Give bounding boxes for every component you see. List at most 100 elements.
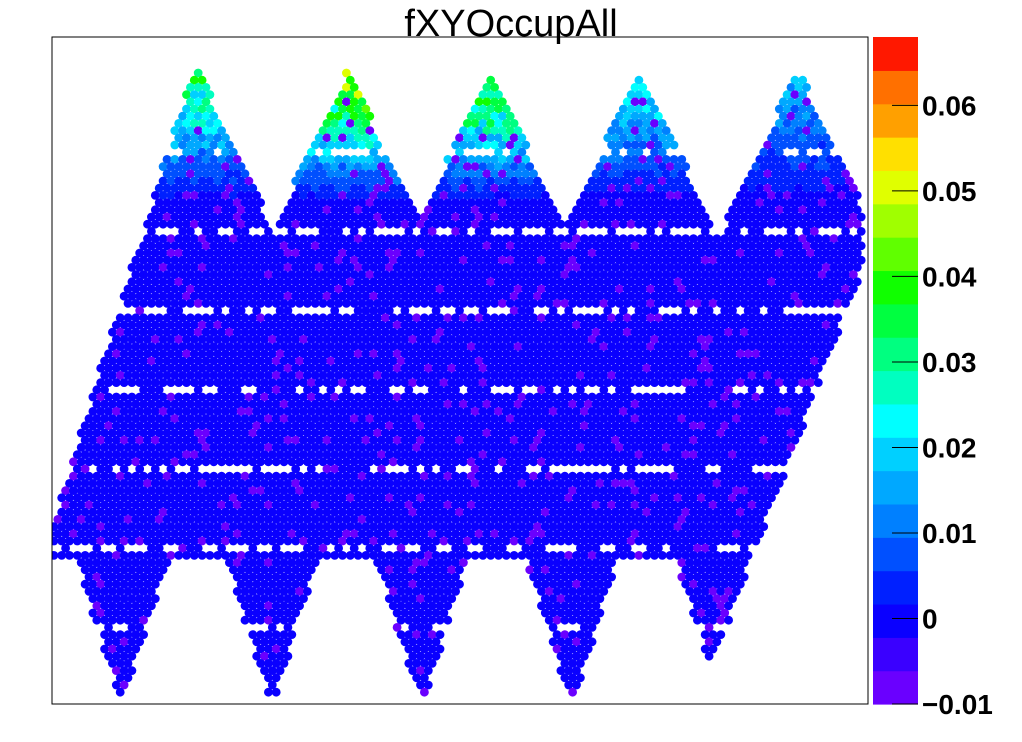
detector-pad — [236, 493, 246, 503]
detector-pad — [357, 529, 367, 539]
detector-pad — [447, 335, 457, 344]
detector-pad — [373, 198, 382, 208]
detector-pad — [248, 241, 258, 251]
detector-pad — [634, 147, 644, 157]
detector-pad — [404, 500, 414, 510]
detector-pad — [615, 299, 624, 308]
detector-pad — [338, 551, 347, 560]
detector-pad — [455, 493, 464, 503]
detector-pad — [505, 111, 515, 121]
detector-pad — [626, 435, 636, 445]
detector-pad — [669, 327, 679, 337]
detector-pad — [763, 500, 772, 510]
detector-pad — [673, 479, 683, 488]
detector-pad — [108, 515, 117, 524]
detector-pad — [186, 299, 195, 308]
detector-pad — [318, 428, 328, 438]
detector-pad — [353, 335, 363, 344]
detector-pad — [498, 111, 507, 121]
detector-pad — [771, 270, 780, 279]
detector-pad — [673, 363, 683, 373]
detector-pad — [626, 162, 636, 172]
detector-pad — [143, 407, 152, 416]
detector-pad — [603, 392, 613, 402]
detector-pad — [618, 277, 628, 287]
detector-pad — [147, 284, 156, 294]
detector-pad — [396, 183, 406, 193]
detector-pad — [607, 428, 616, 438]
detector-pad — [622, 327, 632, 337]
detector-pad — [564, 349, 574, 359]
detector-pad — [482, 486, 492, 495]
detector-pad — [264, 529, 273, 539]
detector-pad — [435, 255, 445, 265]
detector-pad — [189, 464, 199, 474]
detector-pad — [139, 371, 149, 380]
detector-pad — [810, 342, 819, 351]
detector-pad — [759, 234, 769, 244]
detector-pad — [618, 479, 628, 488]
detector-pad — [728, 363, 737, 373]
detector-pad — [615, 356, 624, 366]
detector-pad — [447, 421, 457, 431]
detector-pad — [790, 392, 800, 402]
detector-pad — [451, 543, 460, 553]
detector-pad — [287, 385, 297, 395]
detector-pad — [552, 342, 562, 351]
detector-pad — [158, 450, 168, 459]
detector-pad — [486, 507, 496, 517]
detector-pad — [529, 299, 538, 308]
detector-pad — [365, 212, 375, 222]
detector-pad — [517, 133, 527, 143]
detector-pad — [283, 349, 293, 359]
detector-pad — [587, 349, 597, 359]
detector-pad — [447, 392, 457, 402]
detector-pad — [193, 486, 203, 495]
detector-pad — [400, 421, 410, 431]
detector-pad — [720, 349, 730, 359]
detector-pad — [330, 320, 340, 330]
detector-pad — [665, 219, 675, 229]
detector-pad — [427, 500, 437, 510]
detector-pad — [217, 313, 227, 323]
detector-pad — [373, 169, 382, 179]
detector-pad — [654, 486, 663, 495]
detector-pad — [478, 119, 488, 128]
detector-pad — [127, 435, 137, 445]
detector-pad — [661, 140, 671, 150]
detector-pad — [252, 205, 262, 215]
detector-pad — [189, 133, 199, 143]
detector-pad — [271, 486, 281, 495]
detector-pad — [330, 191, 340, 200]
detector-pad — [400, 277, 410, 287]
detector-pad — [264, 443, 273, 452]
detector-pad — [400, 234, 410, 244]
detector-pad — [533, 191, 542, 200]
detector-pad — [556, 421, 566, 431]
detector-pad — [338, 119, 347, 128]
detector-pad — [427, 471, 437, 481]
detector-pad — [486, 191, 496, 200]
detector-pad — [256, 356, 265, 366]
detector-pad — [423, 407, 433, 416]
detector-pad — [143, 335, 152, 344]
detector-pad — [618, 205, 628, 215]
detector-pad — [771, 385, 780, 395]
detector-pad — [470, 119, 480, 128]
detector-pad — [615, 111, 624, 121]
detector-pad — [525, 219, 535, 229]
detector-pad — [486, 392, 496, 402]
detector-pad — [579, 522, 589, 531]
detector-pad — [412, 255, 421, 265]
detector-pad — [135, 551, 145, 560]
detector-pad — [661, 155, 671, 164]
detector-pad — [455, 335, 464, 344]
detector-pad — [291, 291, 301, 301]
detector-pad — [318, 457, 328, 467]
detector-pad — [771, 155, 780, 164]
detector-pad — [603, 320, 613, 330]
detector-pad — [466, 299, 476, 308]
detector-pad — [537, 428, 546, 438]
detector-pad — [455, 263, 464, 272]
detector-pad — [852, 248, 862, 258]
